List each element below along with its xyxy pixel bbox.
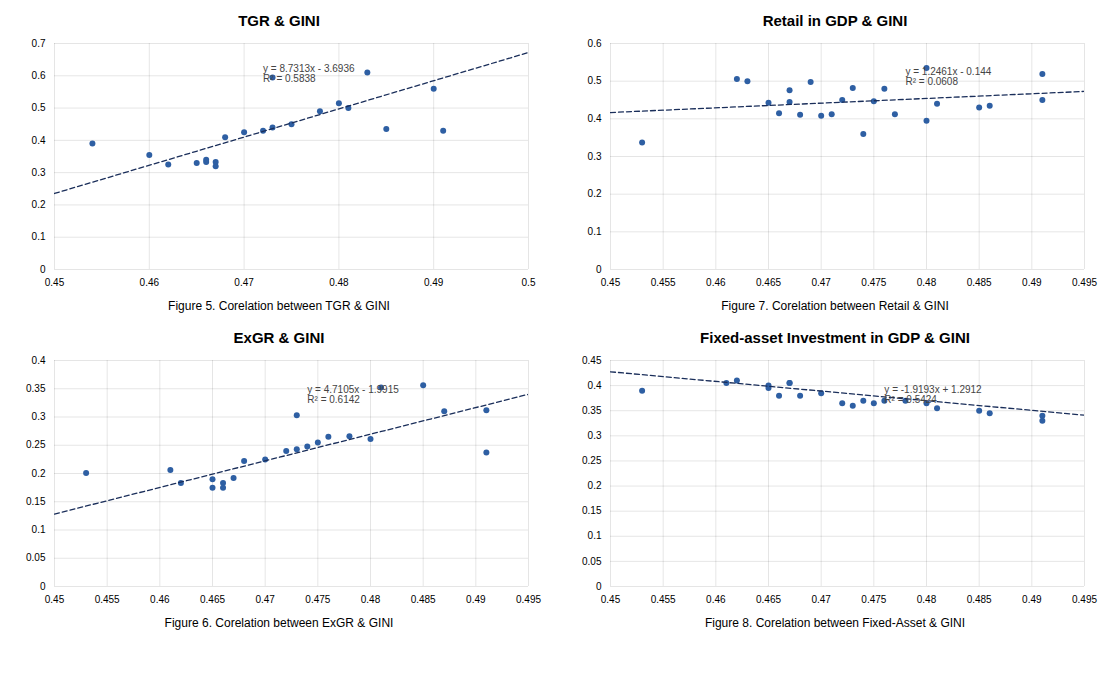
svg-text:0.05: 0.05	[26, 552, 46, 563]
html-text:Retail in GDP & GINI: Retail in GDP & GINI	[762, 12, 908, 29]
svg-text:0.495: 0.495	[1072, 277, 1097, 288]
svg-text:0.7: 0.7	[32, 38, 46, 49]
svg-text:y = -1.9193x + 1.2912R² = 0.54: y = -1.9193x + 1.2912R² = 0.5424	[884, 384, 982, 405]
svg-text:0.495: 0.495	[1072, 594, 1097, 605]
svg-text:0.3: 0.3	[32, 167, 46, 178]
svg-text:0.4: 0.4	[588, 380, 602, 391]
svg-text:0.5: 0.5	[522, 277, 536, 288]
svg-text:0.3: 0.3	[588, 151, 602, 162]
svg-text:0.475: 0.475	[861, 277, 886, 288]
svg-text:0.46: 0.46	[140, 277, 160, 288]
svg-text:y = 8.7313x - 3.6936R² = 0.583: y = 8.7313x - 3.6936R² = 0.5838	[263, 63, 355, 84]
svg-text:0.2: 0.2	[32, 468, 46, 479]
svg-text:0.46: 0.46	[150, 594, 170, 605]
svg-text:0: 0	[596, 581, 602, 592]
svg-text:0.45: 0.45	[601, 594, 621, 605]
svg-text:0.1: 0.1	[32, 231, 46, 242]
svg-text:0.485: 0.485	[411, 594, 436, 605]
svg-text:0.3: 0.3	[588, 430, 602, 441]
svg-text:0.475: 0.475	[305, 594, 330, 605]
html-text:Figure 6. Corelation between E: Figure 6. Corelation between ExGR & GINI	[164, 616, 394, 630]
html-text:TGR & GINI: TGR & GINI	[238, 12, 320, 29]
svg-text:0.475: 0.475	[861, 594, 886, 605]
svg-text:0: 0	[40, 581, 46, 592]
svg-text:0.49: 0.49	[1022, 594, 1042, 605]
svg-text:0.47: 0.47	[234, 277, 254, 288]
svg-text:0.465: 0.465	[756, 594, 781, 605]
svg-text:0.48: 0.48	[917, 594, 937, 605]
svg-text:0.495: 0.495	[516, 594, 541, 605]
svg-text:0.485: 0.485	[967, 594, 992, 605]
html-text:ExGR & GINI: ExGR & GINI	[233, 329, 325, 346]
svg-text:0.47: 0.47	[255, 594, 275, 605]
svg-text:0.35: 0.35	[26, 383, 46, 394]
svg-text:0.2: 0.2	[588, 188, 602, 199]
svg-text:0: 0	[596, 264, 602, 275]
svg-text:0.45: 0.45	[601, 277, 621, 288]
svg-text:0.46: 0.46	[706, 594, 726, 605]
svg-text:0.455: 0.455	[95, 594, 120, 605]
svg-text:0.48: 0.48	[329, 277, 349, 288]
svg-text:0: 0	[40, 264, 46, 275]
svg-text:0.4: 0.4	[588, 113, 602, 124]
svg-text:0.49: 0.49	[466, 594, 486, 605]
svg-text:0.6: 0.6	[32, 70, 46, 81]
svg-text:0.45: 0.45	[582, 355, 602, 366]
svg-text:0.465: 0.465	[756, 277, 781, 288]
svg-text:0.48: 0.48	[361, 594, 381, 605]
svg-text:0.48: 0.48	[917, 277, 937, 288]
svg-text:0.35: 0.35	[582, 405, 602, 416]
svg-text:0.1: 0.1	[588, 226, 602, 237]
svg-text:y = 1.2461x - 0.144R² = 0.0608: y = 1.2461x - 0.144R² = 0.0608	[905, 66, 991, 87]
svg-text:0.25: 0.25	[26, 439, 46, 450]
svg-text:0.47: 0.47	[811, 594, 831, 605]
svg-text:0.2: 0.2	[588, 480, 602, 491]
svg-text:0.2: 0.2	[32, 199, 46, 210]
svg-text:0.49: 0.49	[1022, 277, 1042, 288]
svg-text:0.49: 0.49	[424, 277, 444, 288]
svg-text:y = 4.7105x - 1.9915R² = 0.614: y = 4.7105x - 1.9915R² = 0.6142	[307, 384, 399, 405]
svg-text:0.485: 0.485	[967, 277, 992, 288]
svg-text:0.15: 0.15	[582, 505, 602, 516]
svg-text:0.46: 0.46	[706, 277, 726, 288]
svg-text:0.4: 0.4	[32, 135, 46, 146]
svg-text:0.1: 0.1	[32, 524, 46, 535]
svg-text:0.47: 0.47	[811, 277, 831, 288]
svg-text:0.455: 0.455	[651, 594, 676, 605]
svg-text:0.45: 0.45	[45, 594, 65, 605]
svg-text:0.1: 0.1	[588, 530, 602, 541]
html-text:Fixed-asset Investment in GDP: Fixed-asset Investment in GDP & GINI	[700, 329, 970, 346]
svg-text:0.25: 0.25	[582, 455, 602, 466]
svg-text:0.5: 0.5	[588, 75, 602, 86]
html-text:Figure 8. Corelation between F: Figure 8. Corelation between Fixed-Asset…	[704, 616, 966, 630]
svg-text:0.15: 0.15	[26, 496, 46, 507]
svg-text:0.6: 0.6	[588, 38, 602, 49]
html-text:Figure 7. Corelation between R: Figure 7. Corelation between Retail & GI…	[721, 299, 949, 313]
svg-text:0.4: 0.4	[32, 355, 46, 366]
svg-text:0.455: 0.455	[651, 277, 676, 288]
svg-text:0.45: 0.45	[45, 277, 65, 288]
svg-text:0.3: 0.3	[32, 411, 46, 422]
svg-text:0.5: 0.5	[32, 102, 46, 113]
svg-text:0.465: 0.465	[200, 594, 225, 605]
svg-text:0.05: 0.05	[582, 556, 602, 567]
html-text:Figure 5. Corelation between T: Figure 5. Corelation between TGR & GINI	[168, 299, 390, 313]
